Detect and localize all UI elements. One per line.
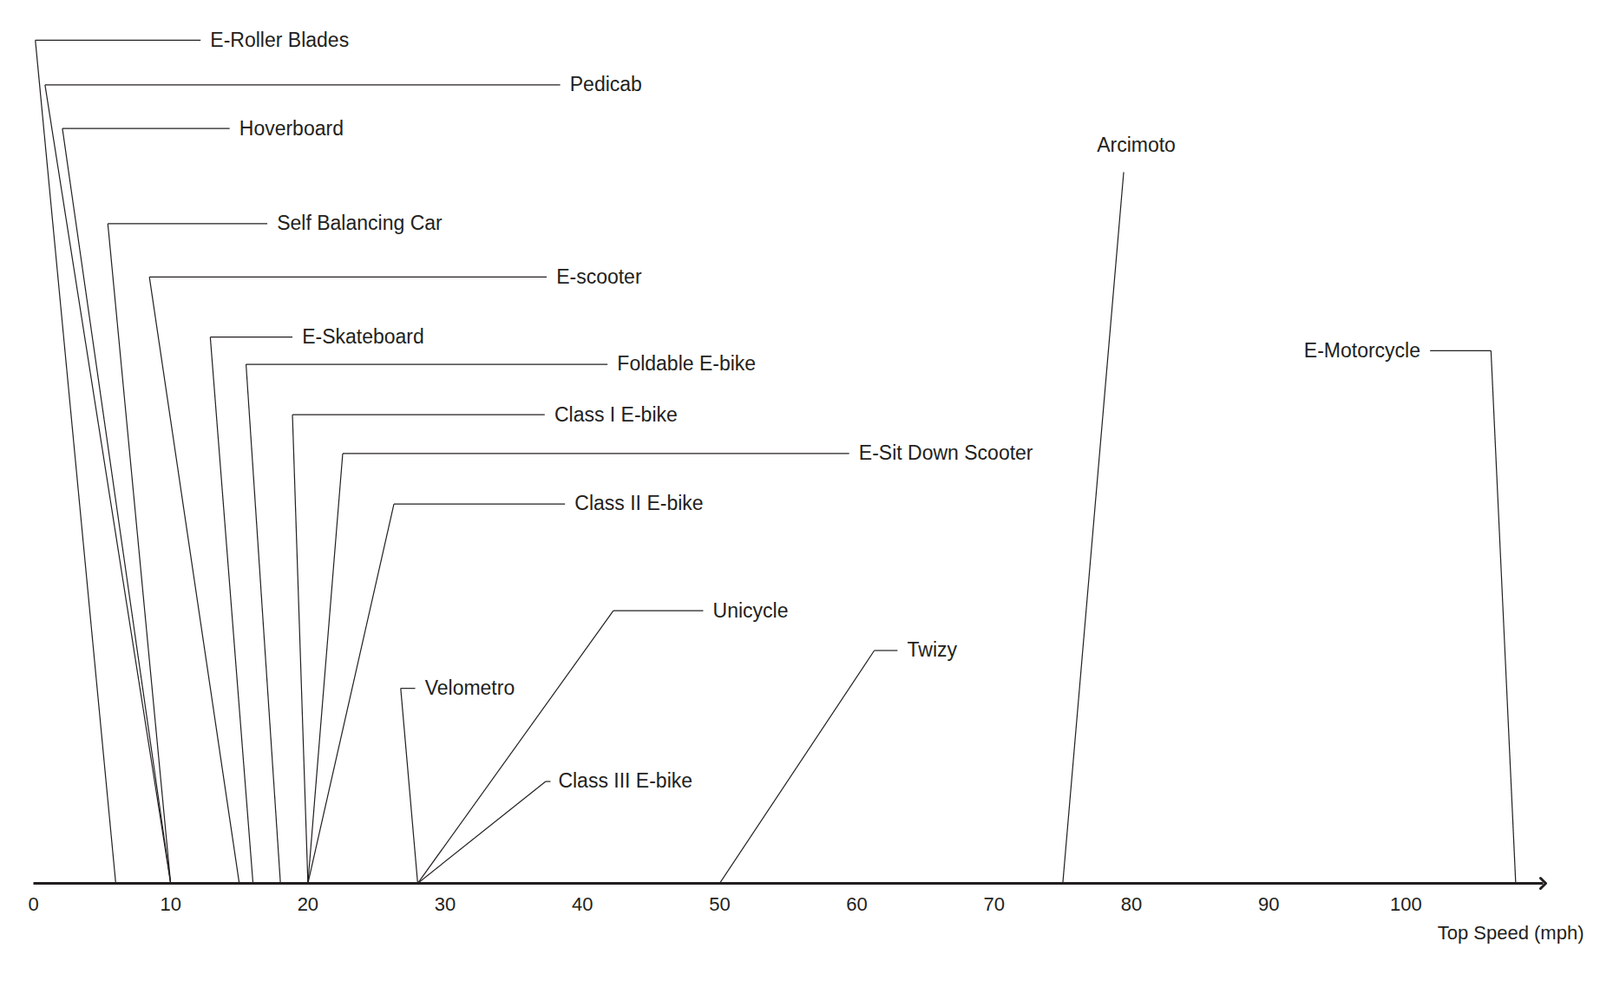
svg-text:Class III E-bike: Class III E-bike xyxy=(557,769,693,793)
svg-text:20: 20 xyxy=(297,893,319,916)
svg-text:0: 0 xyxy=(27,893,39,916)
svg-text:Twizy: Twizy xyxy=(907,638,958,662)
svg-text:E-Roller Blades: E-Roller Blades xyxy=(209,28,349,52)
svg-text:Velometro: Velometro xyxy=(425,676,516,700)
svg-text:Unicycle: Unicycle xyxy=(713,599,789,623)
svg-text:E-Motorcycle: E-Motorcycle xyxy=(1304,339,1421,362)
svg-text:E-Sit Down Scooter: E-Sit Down Scooter xyxy=(859,441,1034,465)
svg-text:Class I E-bike: Class I E-bike xyxy=(554,403,678,427)
svg-text:30: 30 xyxy=(434,893,456,916)
svg-text:40: 40 xyxy=(571,893,593,916)
svg-text:Foldable E-bike: Foldable E-bike xyxy=(616,352,756,375)
svg-text:Class II E-bike: Class II E-bike xyxy=(574,491,703,515)
svg-text:E-Skateboard: E-Skateboard xyxy=(301,325,425,348)
svg-text:Pedicab: Pedicab xyxy=(570,72,643,96)
svg-text:80: 80 xyxy=(1121,893,1142,916)
svg-text:70: 70 xyxy=(983,893,1005,916)
svg-text:Top Speed (mph): Top Speed (mph) xyxy=(1437,922,1585,945)
svg-text:60: 60 xyxy=(845,893,867,916)
svg-text:Arcimoto: Arcimoto xyxy=(1096,133,1176,157)
svg-text:Self Balancing Car: Self Balancing Car xyxy=(276,211,443,235)
svg-text:90: 90 xyxy=(1258,893,1279,916)
svg-text:E-scooter: E-scooter xyxy=(556,265,643,289)
svg-text:Hoverboard: Hoverboard xyxy=(239,117,344,140)
svg-text:100: 100 xyxy=(1390,893,1423,916)
svg-text:50: 50 xyxy=(708,893,730,916)
svg-text:10: 10 xyxy=(159,893,181,916)
